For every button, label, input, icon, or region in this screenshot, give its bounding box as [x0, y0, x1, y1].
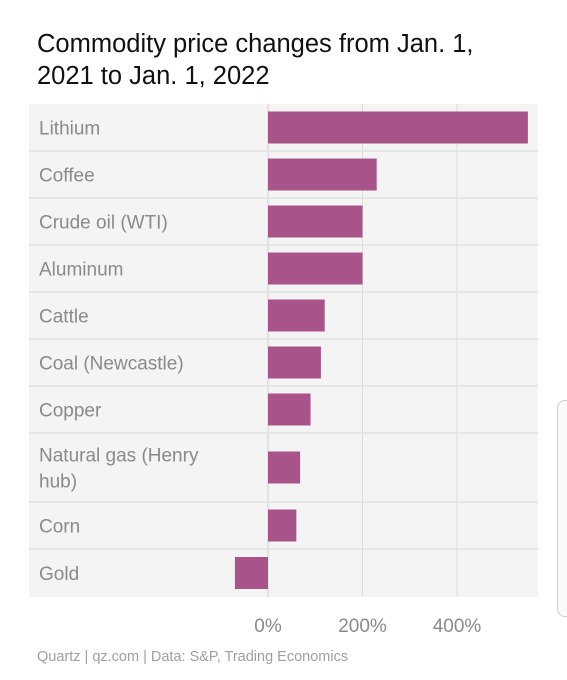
bar-5	[268, 346, 321, 379]
x-tick-label: 400%	[433, 616, 482, 637]
category-label: Cattle	[39, 307, 89, 328]
bar-0	[268, 111, 528, 144]
bar-9	[234, 557, 268, 589]
category-label: Lithium	[39, 119, 100, 140]
category-label: Aluminum	[39, 260, 123, 281]
category-label: Natural gas (Henry hub)	[39, 446, 199, 493]
category-label: Corn	[39, 517, 80, 538]
x-tick-label: 0%	[254, 616, 282, 637]
chart-title: Commodity price changes from Jan. 1, 202…	[37, 30, 474, 90]
category-label: Gold	[39, 564, 79, 585]
source-footer: Quartz | qz.com | Data: S&P, Trading Eco…	[37, 649, 349, 665]
category-label: Coal (Newcastle)	[39, 354, 184, 375]
bar-1	[268, 158, 377, 191]
side-panel-handle[interactable]	[557, 400, 567, 617]
x-tick-label: 200%	[338, 616, 387, 637]
category-label: Coffee	[39, 166, 95, 187]
bar-7	[268, 451, 301, 484]
category-label: Crude oil (WTI)	[39, 213, 168, 234]
bar-8	[268, 509, 297, 542]
bar-4	[268, 299, 325, 332]
bar-2	[268, 205, 363, 238]
bar-6	[268, 393, 311, 426]
bar-3	[268, 252, 363, 285]
category-label: Copper	[39, 401, 102, 422]
